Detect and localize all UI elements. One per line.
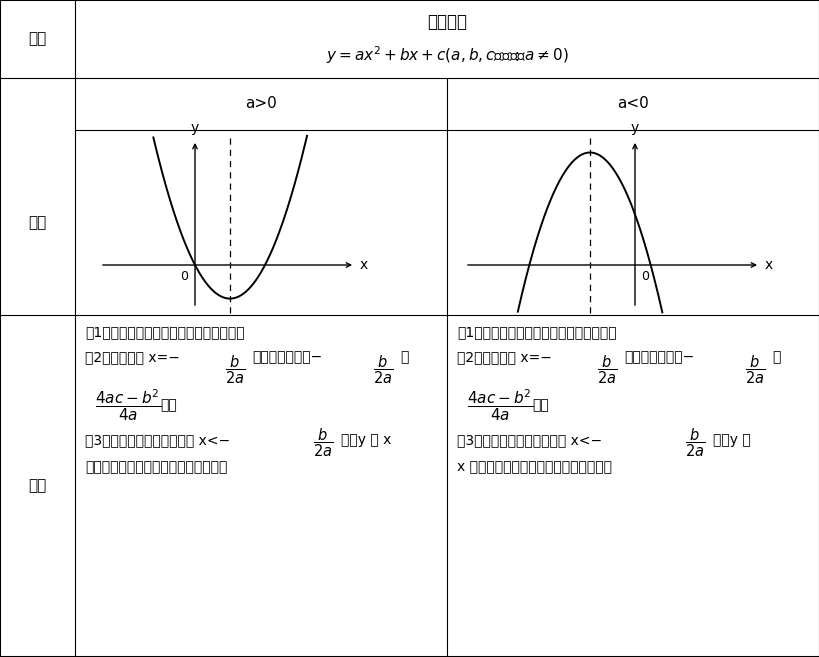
Text: ，顶点坐标是（−: ，顶点坐标是（−: [251, 350, 322, 364]
Text: $\dfrac{4ac-b^2}{4a}$: $\dfrac{4ac-b^2}{4a}$: [95, 387, 161, 422]
Text: x: x: [764, 258, 772, 272]
Text: $\dfrac{b}{2a}$: $\dfrac{b}{2a}$: [596, 353, 617, 386]
Text: $\dfrac{b}{2a}$: $\dfrac{b}{2a}$: [224, 353, 245, 386]
Text: $\dfrac{b}{2a}$: $\dfrac{b}{2a}$: [744, 353, 764, 386]
Text: ，顶点坐标是（−: ，顶点坐标是（−: [623, 350, 694, 364]
Text: 时，y 随: 时，y 随: [713, 433, 750, 447]
Text: ，: ，: [771, 350, 780, 364]
Text: $\dfrac{4ac-b^2}{4a}$: $\dfrac{4ac-b^2}{4a}$: [467, 387, 532, 422]
Text: 图像: 图像: [29, 215, 47, 230]
Text: 的增大而减小；在对称轴的右侧，即当: 的增大而减小；在对称轴的右侧，即当: [85, 460, 227, 474]
Text: $\dfrac{b}{2a}$: $\dfrac{b}{2a}$: [684, 426, 704, 459]
Text: （3）在对称轴的左侧，即当 x<−: （3）在对称轴的左侧，即当 x<−: [85, 433, 230, 447]
Text: y: y: [191, 121, 199, 135]
Text: 0: 0: [640, 270, 648, 283]
Text: （1）抛物线开口向下，并向下无限延伸；: （1）抛物线开口向下，并向下无限延伸；: [456, 325, 616, 339]
Text: （2）对称轴是 x=−: （2）对称轴是 x=−: [456, 350, 551, 364]
Text: x: x: [360, 258, 368, 272]
Text: y: y: [630, 121, 638, 135]
Text: 时，y 随 x: 时，y 随 x: [341, 433, 391, 447]
Text: （1）抛物线开口向上，并向上无限延伸；: （1）抛物线开口向上，并向上无限延伸；: [85, 325, 244, 339]
Text: x 的增大而增大；在对称轴的右侧，即当: x 的增大而增大；在对称轴的右侧，即当: [456, 460, 611, 474]
Text: $y = ax^{2} + bx + c$$(a,b,c$是常数，$a \neq 0)$: $y = ax^{2} + bx + c$$(a,b,c$是常数，$a \neq…: [326, 44, 568, 66]
Text: （2）对称轴是 x=−: （2）对称轴是 x=−: [85, 350, 179, 364]
Text: ）；: ）；: [532, 398, 548, 412]
Text: a<0: a<0: [617, 97, 649, 112]
Text: 性质: 性质: [29, 478, 47, 493]
Text: 0: 0: [180, 270, 188, 283]
Text: ）；: ）；: [160, 398, 177, 412]
Text: a>0: a>0: [245, 97, 277, 112]
Text: （3）在对称轴的左侧，即当 x<−: （3）在对称轴的左侧，即当 x<−: [456, 433, 601, 447]
Text: ，: ，: [400, 350, 408, 364]
Text: $\dfrac{b}{2a}$: $\dfrac{b}{2a}$: [313, 426, 333, 459]
Text: $\dfrac{b}{2a}$: $\dfrac{b}{2a}$: [373, 353, 393, 386]
Text: 二次函数: 二次函数: [427, 13, 467, 31]
Text: 函数: 函数: [29, 32, 47, 47]
